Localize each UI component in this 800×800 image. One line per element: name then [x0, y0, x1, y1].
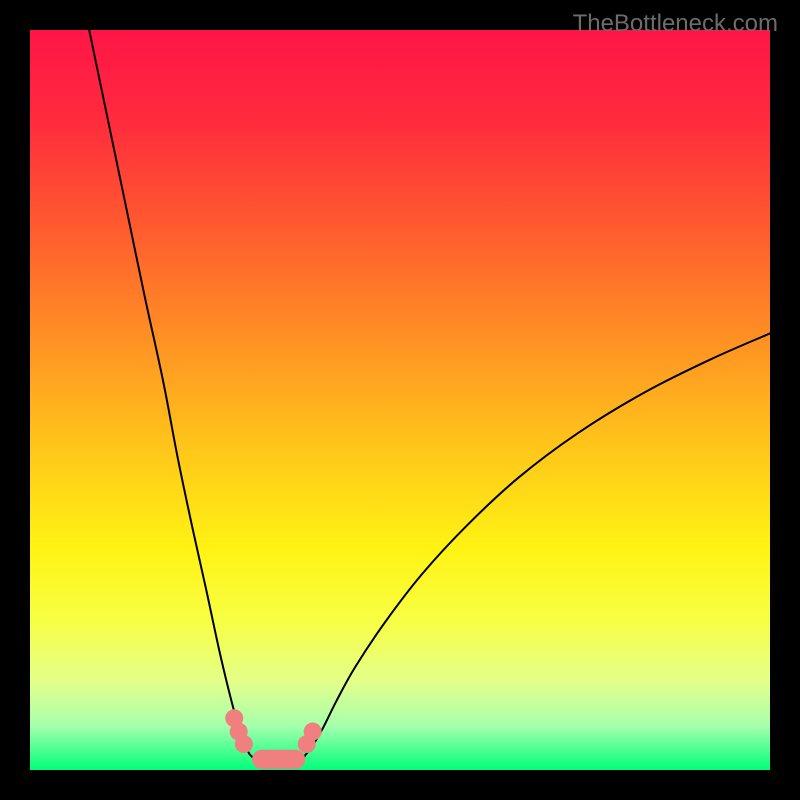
dip-highlight-bar: [252, 750, 305, 769]
watermark-text: TheBottleneck.com: [573, 10, 778, 38]
marker-dot: [304, 723, 322, 741]
bottleneck-curve-chart: [0, 0, 800, 800]
gradient-panel: [30, 30, 770, 770]
marker-dot: [235, 735, 253, 753]
chart-root: TheBottleneck.com: [0, 0, 800, 800]
